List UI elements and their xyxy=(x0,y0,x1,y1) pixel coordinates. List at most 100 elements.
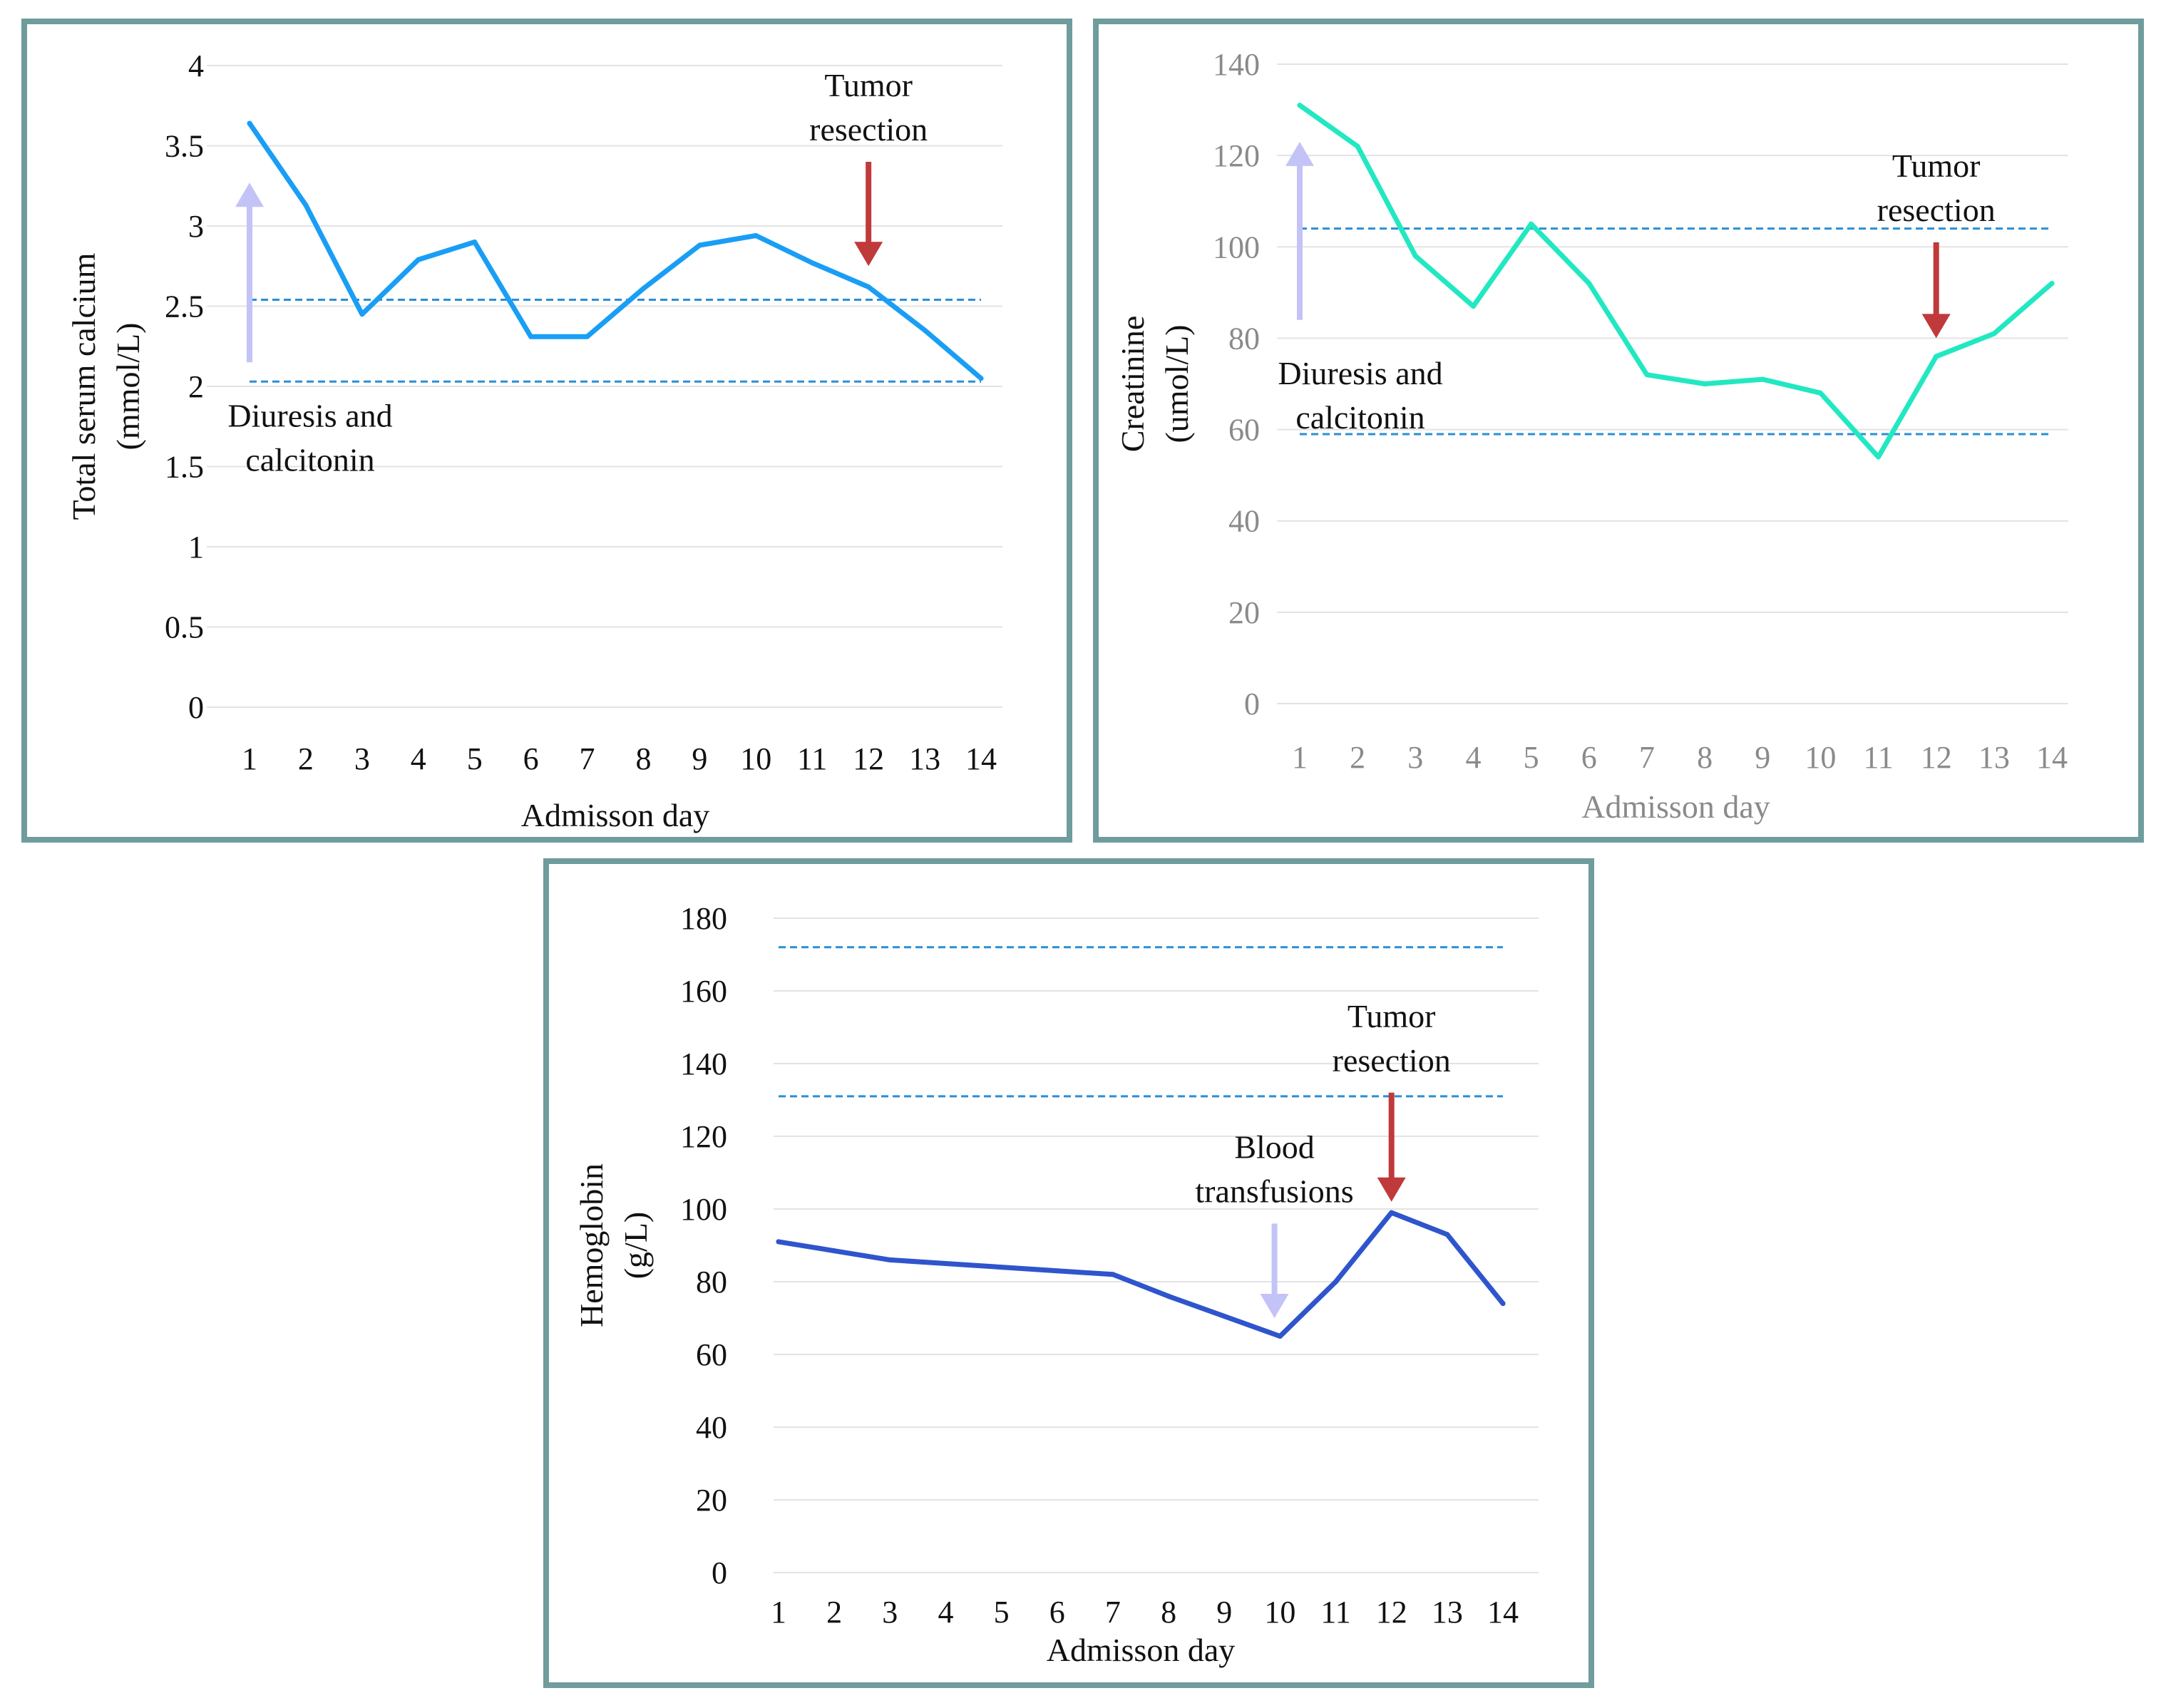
data-point xyxy=(1470,304,1476,309)
x-tick-label: 14 xyxy=(2036,740,2068,775)
x-tick-label: 1 xyxy=(1292,740,1308,775)
y-axis-label: Creatinine xyxy=(1114,316,1151,453)
data-point xyxy=(978,376,984,381)
y-tick-label: 40 xyxy=(696,1410,727,1445)
x-tick-label: 4 xyxy=(938,1595,953,1630)
x-tick-label: 12 xyxy=(1376,1595,1407,1630)
y-tick-label: 120 xyxy=(680,1119,727,1154)
arrowhead-icon xyxy=(1260,1294,1289,1318)
x-tick-label: 14 xyxy=(1487,1595,1519,1630)
x-tick-label: 1 xyxy=(242,741,257,776)
y-tick-label: 140 xyxy=(1213,47,1260,82)
data-point xyxy=(1529,221,1534,227)
x-tick-label: 6 xyxy=(523,741,539,776)
data-point xyxy=(1500,1301,1506,1307)
y-tick-label: 160 xyxy=(680,974,727,1009)
data-point xyxy=(1876,454,1882,460)
y-tick-label: 100 xyxy=(680,1192,727,1227)
y-tick-label: 20 xyxy=(696,1483,727,1518)
x-axis-label: Admisson day xyxy=(1581,788,1770,825)
calcium-chart-panel: 0 0.5 1 1.5 2 2.5 3 3.5 4 1 2 3 4 5 6 7 8 9 10 11 12 13 14 Admi… xyxy=(21,19,1072,843)
x-tick-label: 2 xyxy=(298,741,314,776)
data-point xyxy=(1444,1232,1450,1238)
x-tick-label: 8 xyxy=(1697,740,1713,775)
data-point xyxy=(776,1239,781,1245)
annotation-label: Tumor xyxy=(1892,148,1981,184)
x-tick-label: 14 xyxy=(965,741,997,776)
x-tick-label: 7 xyxy=(580,741,595,776)
data-point xyxy=(247,120,252,126)
annotation-label: Diuresis and xyxy=(227,397,392,433)
arrowhead-icon xyxy=(1921,314,1951,339)
x-tick-label: 2 xyxy=(1350,740,1365,775)
x-tick-label: 12 xyxy=(853,741,884,776)
annotation-label: resection xyxy=(1333,1042,1451,1079)
data-point xyxy=(866,284,871,289)
x-tick-label: 3 xyxy=(882,1595,898,1630)
y-tick-label: 40 xyxy=(1228,504,1260,539)
annotation-label: Blood xyxy=(1234,1128,1314,1165)
y-tick-label: 180 xyxy=(680,901,727,936)
x-tick-label: 13 xyxy=(1978,740,2010,775)
data-point xyxy=(1586,281,1592,287)
arrowhead-icon xyxy=(854,242,883,267)
x-tick-label: 11 xyxy=(797,741,827,776)
data-point xyxy=(1355,143,1360,149)
y-tick-label: 100 xyxy=(1213,230,1260,264)
data-point xyxy=(1412,253,1418,259)
data-point xyxy=(1702,381,1708,386)
x-tick-label: 4 xyxy=(1465,740,1481,775)
data-point xyxy=(887,1257,893,1262)
data-point xyxy=(640,286,646,292)
data-point xyxy=(1166,1293,1171,1299)
y-tick-label: 3.5 xyxy=(165,129,204,164)
data-point xyxy=(2049,281,2055,287)
x-tick-label: 3 xyxy=(354,741,370,776)
x-tick-label: 12 xyxy=(1921,740,1952,775)
x-tick-label: 3 xyxy=(1407,740,1423,775)
arrowhead-icon xyxy=(235,182,264,207)
x-tick-label: 6 xyxy=(1049,1595,1065,1630)
x-tick-label: 9 xyxy=(692,741,707,776)
data-point xyxy=(999,1265,1005,1270)
arrowhead-icon xyxy=(1377,1177,1406,1202)
x-tick-label: 13 xyxy=(1432,1595,1463,1630)
x-tick-label: 2 xyxy=(826,1595,842,1630)
data-point xyxy=(1817,390,1823,396)
data-point xyxy=(697,242,702,248)
y-axis-label: Hemoglobin xyxy=(573,1163,610,1327)
hemoglobin-chart-panel: 0 20 40 60 80 100 120 140 160 180 1 2 3 4 5 6 7 8 9 10 11 12 1… xyxy=(543,858,1594,1688)
y-tick-label: 0.5 xyxy=(165,610,204,645)
annotation-label: calcitonin xyxy=(1295,399,1425,436)
data-point xyxy=(1934,354,1939,359)
x-tick-label: 9 xyxy=(1216,1595,1232,1630)
x-axis-label: Admisson day xyxy=(1047,1632,1236,1668)
data-point xyxy=(922,327,928,333)
x-tick-label: 11 xyxy=(1320,1595,1350,1630)
data-point xyxy=(1991,331,1997,336)
data-point xyxy=(1297,103,1303,108)
y-tick-label: 1.5 xyxy=(165,450,204,485)
data-point xyxy=(528,334,534,339)
x-tick-label: 10 xyxy=(740,741,771,776)
x-tick-label: 5 xyxy=(1524,740,1539,775)
y-axis-label: (mmol/L) xyxy=(110,323,146,451)
arrowhead-icon xyxy=(1285,141,1314,166)
data-point xyxy=(472,240,478,245)
data-point xyxy=(416,257,421,262)
y-tick-label: 2.5 xyxy=(165,289,204,324)
data-point xyxy=(585,334,590,339)
data-point xyxy=(359,312,365,317)
y-tick-label: 60 xyxy=(696,1337,727,1372)
annotation-label: Tumor xyxy=(824,67,913,103)
data-point xyxy=(831,1248,837,1254)
x-tick-label: 8 xyxy=(1161,1595,1176,1630)
annotation-label: Diuresis and xyxy=(1278,355,1442,391)
y-tick-label: 0 xyxy=(712,1555,727,1590)
y-tick-label: 1 xyxy=(188,530,204,565)
series-line xyxy=(776,1210,1506,1339)
x-tick-label: 5 xyxy=(994,1595,1010,1630)
series-line xyxy=(1297,103,2055,460)
y-tick-label: 80 xyxy=(1228,321,1260,356)
